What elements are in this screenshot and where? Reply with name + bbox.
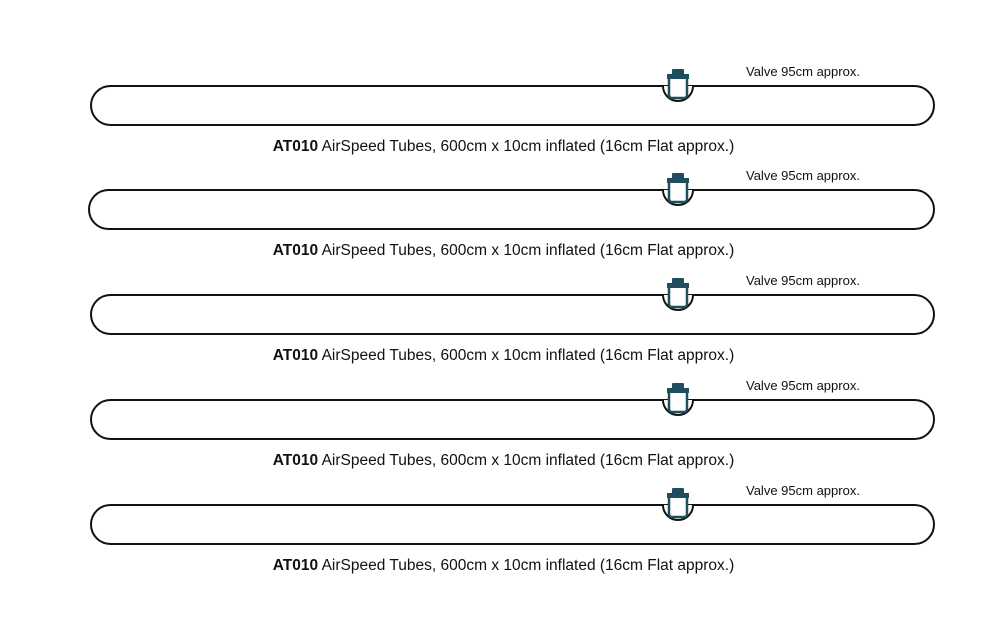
product-description: AirSpeed Tubes, 600cm x 10cm inflated (1… [321,452,735,469]
valve-body-icon [667,74,689,100]
valve-label: Valve 95cm approx. [746,273,860,288]
tube-caption: AT010 AirSpeed Tubes, 600cm x 10cm infla… [0,242,1007,260]
valve-cap-icon [672,383,684,389]
valve-label: Valve 95cm approx. [746,168,860,183]
product-code: AT010 [272,138,319,155]
valve-cap-brim-icon [667,283,689,288]
valve-cap-brim-icon [667,388,689,393]
valve-cap-icon [672,488,684,494]
valve-body-icon [667,493,689,519]
tube-caption: AT010 AirSpeed Tubes, 600cm x 10cm infla… [0,347,1007,365]
product-description: AirSpeed Tubes, 600cm x 10cm inflated (1… [321,557,735,574]
tube-caption: AT010 AirSpeed Tubes, 600cm x 10cm infla… [0,452,1007,470]
tube-outline [90,504,935,545]
product-description: AirSpeed Tubes, 600cm x 10cm inflated (1… [321,242,735,259]
valve-body-icon [667,178,689,204]
valve-label: Valve 95cm approx. [746,483,860,498]
valve-body-icon [667,283,689,309]
product-code: AT010 [272,452,319,469]
tube-outline [90,294,935,335]
product-code: AT010 [272,557,319,574]
tube-caption: AT010 AirSpeed Tubes, 600cm x 10cm infla… [0,138,1007,156]
valve-cap-icon [672,69,684,75]
valve-label: Valve 95cm approx. [746,64,860,79]
tube-caption: AT010 AirSpeed Tubes, 600cm x 10cm infla… [0,557,1007,575]
valve-cap-icon [672,173,684,179]
valve-cap-icon [672,278,684,284]
tube-outline [90,85,935,126]
valve-body-icon [667,388,689,414]
product-code: AT010 [272,347,319,364]
product-description: AirSpeed Tubes, 600cm x 10cm inflated (1… [321,138,735,155]
valve-cap-brim-icon [667,74,689,79]
valve-cap-brim-icon [667,178,689,183]
product-description: AirSpeed Tubes, 600cm x 10cm inflated (1… [321,347,735,364]
product-code: AT010 [272,242,319,259]
tube-outline [88,189,935,230]
valve-label: Valve 95cm approx. [746,378,860,393]
tube-outline [90,399,935,440]
valve-cap-brim-icon [667,493,689,498]
